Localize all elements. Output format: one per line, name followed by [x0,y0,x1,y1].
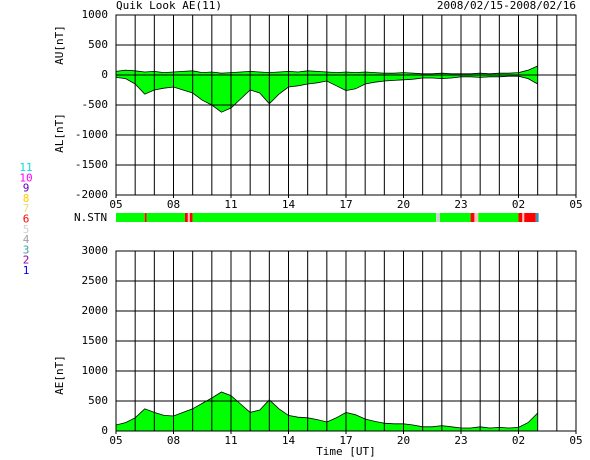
x-tick-label: 08 [167,434,180,447]
y-tick-label: 1000 [82,364,109,377]
station-segment [144,213,147,222]
x-axis-label: Time [UT] [316,445,376,458]
y-axis-label: AU[nT] [53,25,66,65]
area-fill [116,392,538,431]
x-tick-label: 11 [224,198,237,211]
x-tick-label: 14 [282,434,296,447]
y-tick-label: 1500 [82,334,109,347]
station-legend-entry: 4 [23,233,30,246]
station-legend-entry: 8 [23,192,30,205]
y-tick-label: 0 [101,424,108,437]
station-segment [146,213,185,222]
station-segment [185,213,188,222]
y-tick-label: 500 [88,38,108,51]
x-tick-label: 02 [512,198,525,211]
station-legend-entry: 11 [19,161,32,174]
station-legend-entry: 1 [23,264,30,277]
station-segment [189,213,193,222]
x-tick-label: 08 [167,198,180,211]
y-tick-label: -2000 [75,188,108,201]
y-tick-label: 2000 [82,304,109,317]
y-tick-label: -1500 [75,158,108,171]
x-tick-label: 05 [569,198,582,211]
station-segment [535,213,539,222]
y-axis-label: AE[nT] [53,355,66,395]
x-tick-label: 05 [109,198,122,211]
station-legend-entry: 10 [19,171,32,184]
station-legend-entry: 5 [23,223,30,236]
station-segment [436,213,440,222]
station-segment [524,213,536,222]
station-legend-entry: 6 [23,213,30,226]
x-tick-label: 20 [397,434,410,447]
station-segment [439,213,471,222]
station-segment [470,213,475,222]
plot-frame [115,250,577,432]
area-fill [116,75,538,113]
station-bar-label: N.STN [74,211,107,224]
x-tick-label: 20 [397,198,410,211]
y-tick-label: 3000 [82,244,109,257]
station-legend-entry: 3 [23,243,30,256]
x-tick-label: 05 [109,434,122,447]
x-tick-label: 02 [512,434,525,447]
x-tick-label: 17 [339,198,352,211]
chart-title: Quik Look AE(11) [116,0,222,12]
x-tick-label: 17 [339,434,352,447]
station-segment [474,213,479,222]
plot-frame [115,14,577,196]
y-tick-label: -1000 [75,128,108,141]
date-range: 2008/02/15-2008/02/16 [437,0,576,12]
station-segment [116,213,145,222]
station-segment [518,213,523,222]
x-tick-label: 23 [454,434,467,447]
station-segment [478,213,519,222]
y-axis-label: AL[nT] [53,113,66,153]
y-tick-label: 500 [88,394,108,407]
x-tick-label: 05 [569,434,582,447]
x-tick-label: 23 [454,198,467,211]
y-tick-label: 0 [101,68,108,81]
x-tick-label: 14 [282,198,296,211]
station-segment [187,213,190,222]
station-legend-entry: 2 [23,254,30,267]
station-segment [192,213,437,222]
station-segment [522,213,525,222]
y-tick-label: 1000 [82,8,109,21]
station-legend-entry: 7 [23,202,30,215]
y-tick-label: -500 [82,98,109,111]
y-tick-label: 2500 [82,274,109,287]
station-legend-entry: 9 [23,182,30,195]
x-tick-label: 11 [224,434,237,447]
